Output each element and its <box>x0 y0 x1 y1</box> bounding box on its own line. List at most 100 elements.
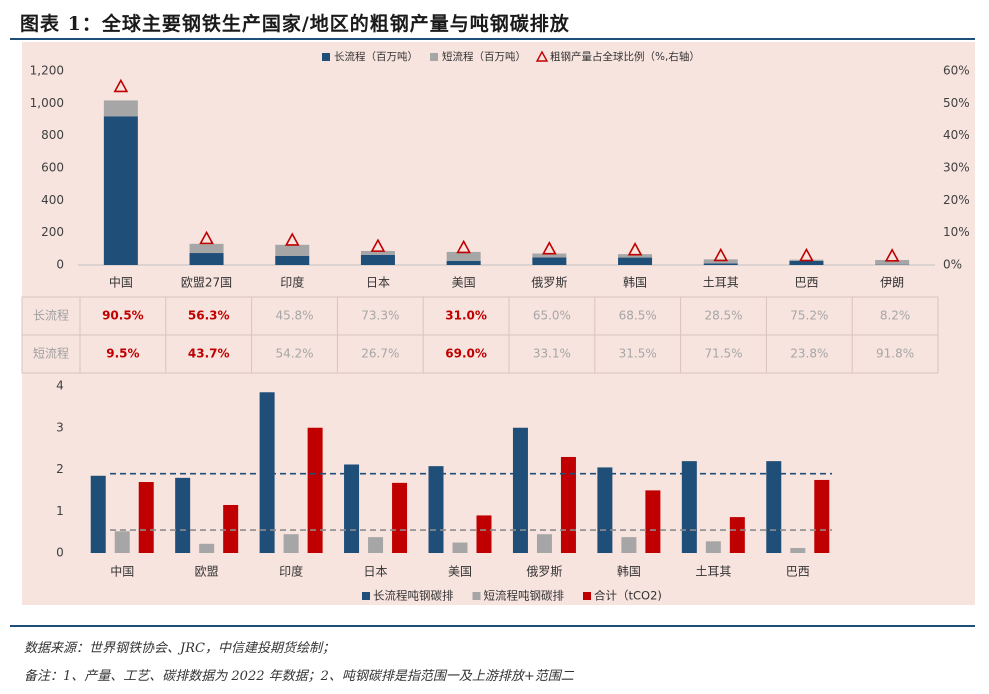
share-marker <box>542 241 557 255</box>
y-tick-label: 1 <box>56 504 64 518</box>
legend-label: 长流程（百万吨） <box>334 50 418 63</box>
table-cell: 26.7% <box>361 347 399 361</box>
share-marker <box>799 247 814 262</box>
short-emission-bar <box>114 531 130 553</box>
table-cell: 43.7% <box>188 347 230 361</box>
table-cell: 8.2% <box>880 309 911 323</box>
short-process-bar <box>618 254 653 258</box>
short-emission-bar <box>536 534 552 553</box>
y-tick-label: 800 <box>41 128 64 142</box>
share-marker <box>713 247 729 262</box>
share-marker <box>370 238 386 252</box>
short-emission-bar <box>621 537 637 553</box>
legend-swatch <box>362 592 370 600</box>
share-marker <box>456 239 471 254</box>
table-cell: 56.3% <box>188 309 230 323</box>
short-process-bar <box>532 253 567 258</box>
share-marker <box>627 242 643 256</box>
x-tick-label: 欧盟 <box>195 565 219 579</box>
long-emission-bar <box>428 466 444 553</box>
long-emission-bar <box>766 461 782 553</box>
x-tick-label: 土耳其 <box>703 276 739 290</box>
bottom-rule <box>10 625 975 627</box>
long-process-bar <box>789 260 824 265</box>
y2-tick-label: 0% <box>943 258 962 272</box>
y-tick-label: 600 <box>41 161 64 175</box>
y-tick-label: 0 <box>56 258 64 272</box>
short-process-bar <box>703 259 738 264</box>
x-tick-label: 韩国 <box>617 564 641 579</box>
table-cell: 23.8% <box>790 347 828 361</box>
short-process-bar <box>446 251 481 261</box>
x-tick-label: 日本 <box>366 276 390 290</box>
short-process-bar <box>875 259 910 265</box>
remark-note: 备注：1、产量、工艺、碳排数据为 2022 年数据；2、吨钢碳排是指范围一及上游… <box>24 669 574 684</box>
total-emission-bar <box>476 515 492 553</box>
long-process-bar <box>103 116 138 266</box>
table-cell: 73.3% <box>361 309 399 323</box>
long-emission-bar <box>681 461 697 553</box>
total-emission-bar <box>729 517 745 553</box>
table-cell: 33.1% <box>533 347 571 361</box>
y2-tick-label: 60% <box>943 64 970 78</box>
total-emission-bar <box>392 482 408 553</box>
y2-tick-label: 40% <box>943 128 970 142</box>
y-tick-label: 2 <box>56 462 64 476</box>
share-marker <box>884 248 900 262</box>
short-emission-bar <box>790 547 806 553</box>
x-tick-label: 中国 <box>110 564 134 579</box>
y2-tick-label: 10% <box>943 225 970 239</box>
legend-label: 粗钢产量占全球比例（%,右轴） <box>550 50 700 63</box>
y-tick-label: 0 <box>56 546 64 560</box>
table-cell: 28.5% <box>704 309 742 323</box>
short-process-bar <box>275 244 310 256</box>
y-tick-label: 1,000 <box>30 96 64 110</box>
y2-tick-label: 50% <box>943 96 970 110</box>
x-tick-label: 美国 <box>452 276 476 290</box>
figure-title: 图表 1：全球主要钢铁生产国家/地区的粗钢产量与吨钢碳排放 <box>20 13 570 35</box>
y-tick-label: 1,200 <box>30 64 64 78</box>
legend-label: 短流程（百万吨） <box>442 50 526 63</box>
top-rule <box>10 38 975 40</box>
table-cell: 31.0% <box>445 309 487 323</box>
y-tick-label: 4 <box>56 379 64 393</box>
long-process-bar <box>189 253 224 265</box>
table-cell: 31.5% <box>619 347 657 361</box>
x-tick-label: 中国 <box>109 275 133 290</box>
legend-swatch <box>583 592 591 600</box>
long-emission-bar <box>175 477 191 553</box>
legend-swatch <box>430 53 438 61</box>
table-cell: 75.2% <box>790 309 828 323</box>
short-emission-bar <box>368 537 384 553</box>
table-cell: 91.8% <box>876 347 914 361</box>
y-tick-label: 200 <box>41 225 64 239</box>
short-emission-bar <box>283 534 299 553</box>
y2-tick-label: 20% <box>943 193 970 207</box>
x-tick-label: 巴西 <box>786 565 810 579</box>
x-tick-label: 土耳其 <box>695 565 731 579</box>
x-tick-label: 欧盟27国 <box>181 276 232 290</box>
x-tick-label: 俄罗斯 <box>526 565 562 579</box>
x-tick-label: 美国 <box>448 565 472 579</box>
short-emission-bar <box>705 541 721 553</box>
long-emission-bar <box>344 464 360 553</box>
table-cell: 65.0% <box>533 309 571 323</box>
total-emission-bar <box>138 482 154 553</box>
x-tick-label: 伊朗 <box>880 276 904 290</box>
long-process-bar <box>360 254 395 265</box>
table-cell: 54.2% <box>275 347 313 361</box>
share-marker <box>113 78 129 93</box>
source-note: 数据来源：世界钢铁协会、JRC，中信建投期货绘制； <box>24 641 335 656</box>
x-tick-label: 印度 <box>279 564 303 579</box>
long-process-bar <box>703 263 738 265</box>
x-tick-label: 韩国 <box>623 275 647 290</box>
y-tick-label: 3 <box>56 420 64 434</box>
long-process-bar <box>532 257 567 265</box>
short-process-bar <box>103 100 138 117</box>
x-tick-label: 印度 <box>280 275 304 290</box>
legend-label: 长流程吨钢碳排 <box>373 589 454 603</box>
long-process-bar <box>446 260 481 265</box>
y-tick-label: 400 <box>41 193 64 207</box>
short-process-bar <box>360 250 395 255</box>
